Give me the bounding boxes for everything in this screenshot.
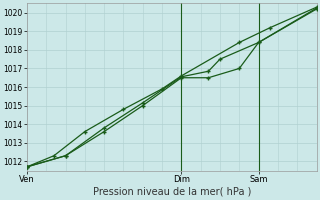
X-axis label: Pression niveau de la mer( hPa ): Pression niveau de la mer( hPa ) xyxy=(92,187,251,197)
